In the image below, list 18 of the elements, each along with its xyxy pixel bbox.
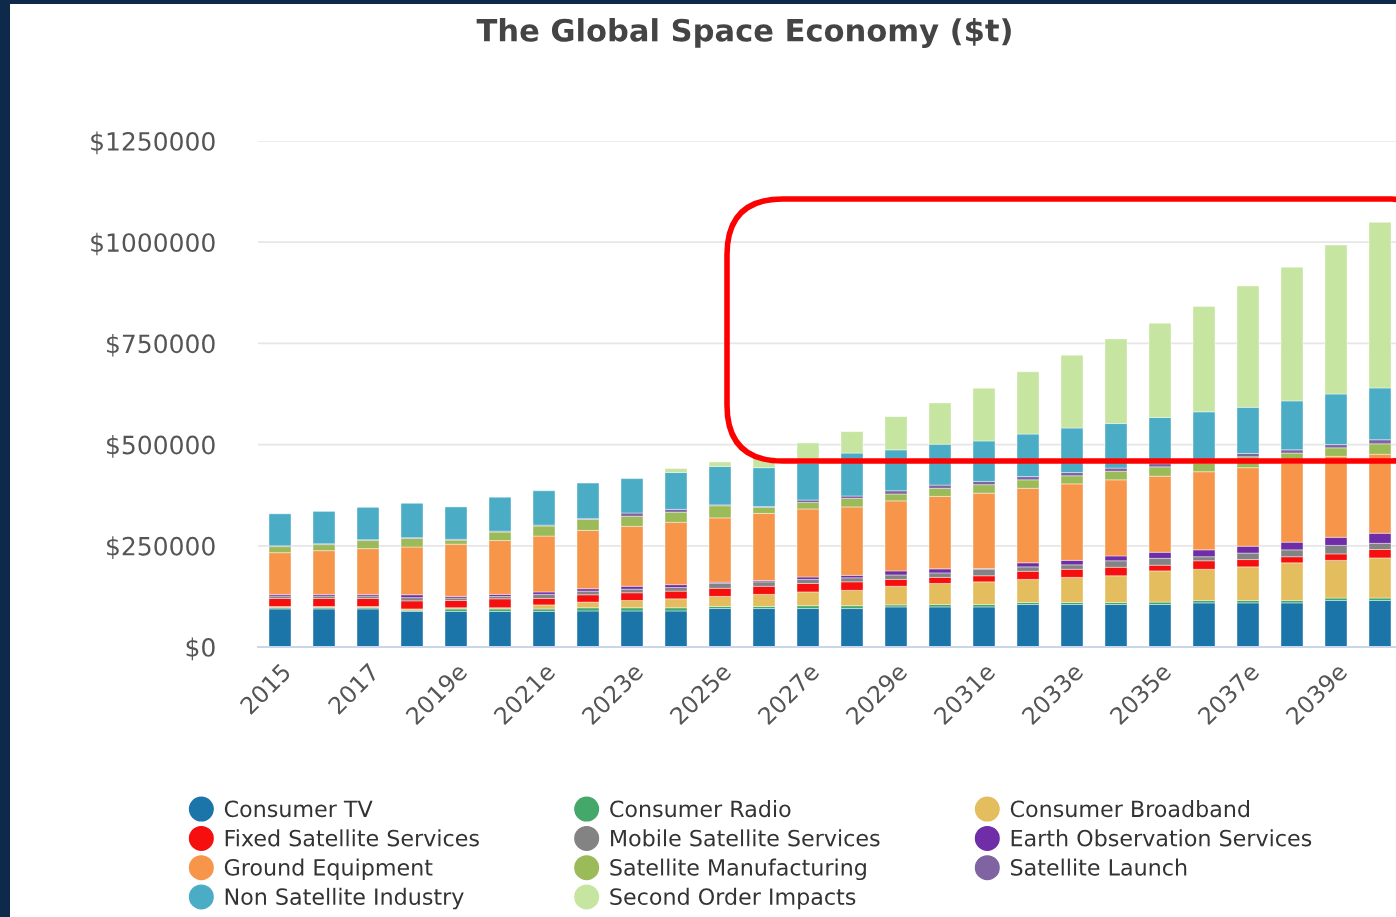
legend-label: Satellite Launch — [1010, 858, 1187, 876]
legend-label: Satellite Manufacturing — [610, 858, 866, 881]
legend-label: Fixed Satellite Services — [225, 829, 479, 847]
y-tick-label: $250000 — [107, 536, 215, 559]
chart-title: The Global Space Economy ($t) — [476, 18, 1011, 48]
legend-label: Consumer Radio — [610, 800, 791, 818]
y-tick-label: $1250000 — [91, 131, 215, 155]
legend-label: Consumer TV — [224, 800, 373, 818]
legend-label: Consumer Broadband — [1010, 800, 1249, 818]
legend-label: Ground Equipment — [224, 858, 433, 881]
y-tick-label: $0 — [186, 637, 215, 661]
y-tick-label: $1000000 — [91, 232, 215, 256]
legend-label: Non Satellite Industry — [225, 887, 464, 910]
legend-label: Second Order Impacts — [610, 887, 856, 910]
y-tick-label: $500000 — [107, 435, 215, 458]
legend-label: Mobile Satellite Services — [611, 829, 880, 847]
y-tick-label: $750000 — [107, 333, 215, 357]
legend-label: Earth Observation Services — [1011, 829, 1312, 847]
